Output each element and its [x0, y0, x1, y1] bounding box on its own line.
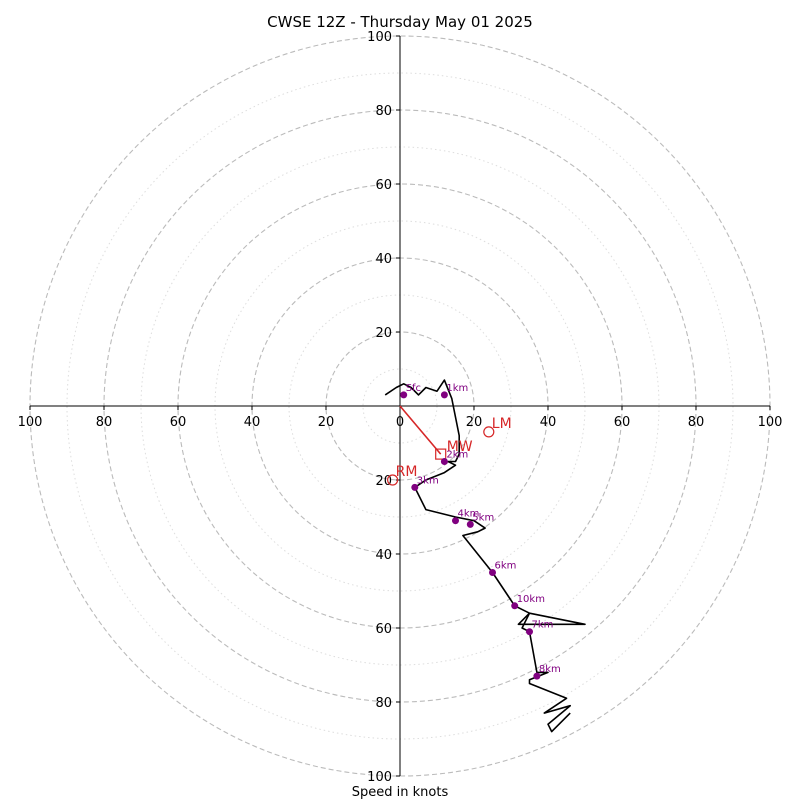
x-tick-label: 100	[758, 415, 783, 430]
y-tick-label: 80	[375, 104, 392, 119]
x-tick-label: 80	[96, 415, 113, 430]
storm-motion-label-lm: LM	[492, 416, 512, 432]
y-tick-label: 40	[375, 252, 392, 267]
storm-motion-markers: MW LM RM	[387, 405, 512, 486]
y-tick-label: 60	[375, 178, 392, 193]
height-point-label: 10km	[517, 594, 545, 605]
height-point-label: 8km	[539, 664, 561, 675]
height-point-label: 3km	[417, 475, 439, 486]
x-tick-label: 60	[614, 415, 631, 430]
height-point-label: 2km	[446, 450, 468, 461]
mean-wind-label: MW	[447, 439, 473, 455]
wind-trace-line	[384, 379, 586, 733]
height-point	[452, 517, 459, 525]
y-tick-label: 100	[367, 30, 392, 45]
height-point	[533, 672, 541, 680]
storm-motion-marker-rm	[387, 474, 399, 486]
x-tick-label: 40	[540, 415, 557, 430]
x-tick-label: 40	[244, 415, 261, 430]
height-point	[526, 628, 533, 636]
x-tick-label: 80	[688, 415, 705, 430]
height-point-label: 7km	[532, 620, 554, 631]
y-tick-label: 20	[375, 326, 392, 341]
height-point-label: 4km	[458, 509, 480, 520]
mean-wind-vector	[399, 405, 442, 455]
mean-wind-marker	[435, 448, 447, 460]
x-tick-label: 0	[396, 415, 404, 430]
y-tick-label: 100	[367, 770, 392, 785]
y-tick-label: 60	[375, 622, 392, 637]
storm-motion-label-rm: RM	[396, 464, 418, 480]
height-point-label: 5km	[472, 512, 494, 523]
height-point	[440, 458, 448, 465]
storm-motion-marker-lm	[483, 426, 495, 438]
height-point-label: 6km	[495, 561, 517, 572]
x-tick-label: 20	[318, 415, 335, 430]
height-point	[400, 391, 408, 399]
height-point	[411, 483, 419, 491]
wind-profile-trace	[384, 379, 586, 733]
height-point	[466, 520, 474, 528]
x-tick-label: 100	[18, 415, 43, 430]
height-point-label: Sfc	[406, 383, 421, 394]
x-axis-label: Speed in knots	[352, 785, 449, 800]
tick-labels: 100 80 60 40 20 0 20 40 60 80 10020204040606080801…	[18, 30, 783, 785]
height-point	[511, 602, 519, 610]
y-tick-label: 80	[375, 696, 392, 711]
height-point	[489, 569, 496, 576]
height-point-label: 1km	[446, 383, 468, 394]
y-tick-label: 40	[375, 548, 392, 563]
x-tick-label: 20	[466, 415, 483, 430]
x-tick-label: 60	[170, 415, 187, 430]
height-point	[440, 391, 448, 399]
chart-title: CWSE 12Z - Thursday May 01 2025	[267, 13, 533, 31]
